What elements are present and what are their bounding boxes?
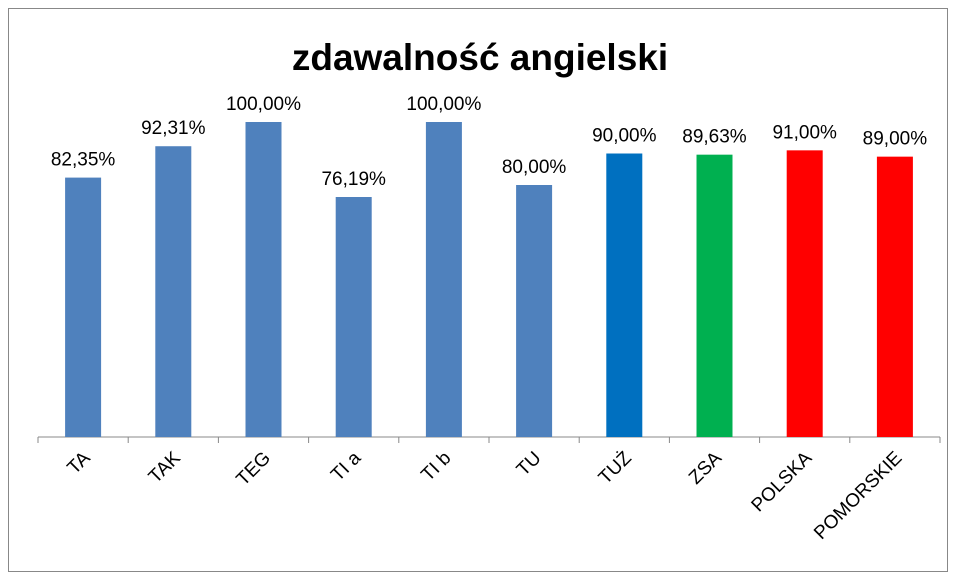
data-label: 91,00%	[772, 122, 837, 143]
bar	[516, 185, 553, 437]
data-label: 76,19%	[321, 169, 386, 190]
data-label: 92,31%	[141, 118, 206, 139]
data-label: 100,00%	[406, 94, 481, 115]
data-label: 89,63%	[682, 127, 747, 148]
bar	[876, 156, 913, 437]
bar	[335, 197, 372, 437]
bar	[425, 122, 462, 437]
data-label: 82,35%	[51, 150, 116, 171]
bar	[245, 122, 282, 437]
bar	[786, 150, 823, 437]
chart-title: zdawalność angielski	[292, 37, 668, 78]
bar	[696, 154, 733, 437]
bar	[155, 146, 192, 437]
data-label: 80,00%	[502, 157, 567, 178]
bar	[65, 177, 102, 437]
data-label: 89,00%	[863, 129, 928, 150]
data-label: 100,00%	[226, 94, 301, 115]
data-label: 90,00%	[592, 126, 657, 147]
bar	[606, 153, 643, 437]
